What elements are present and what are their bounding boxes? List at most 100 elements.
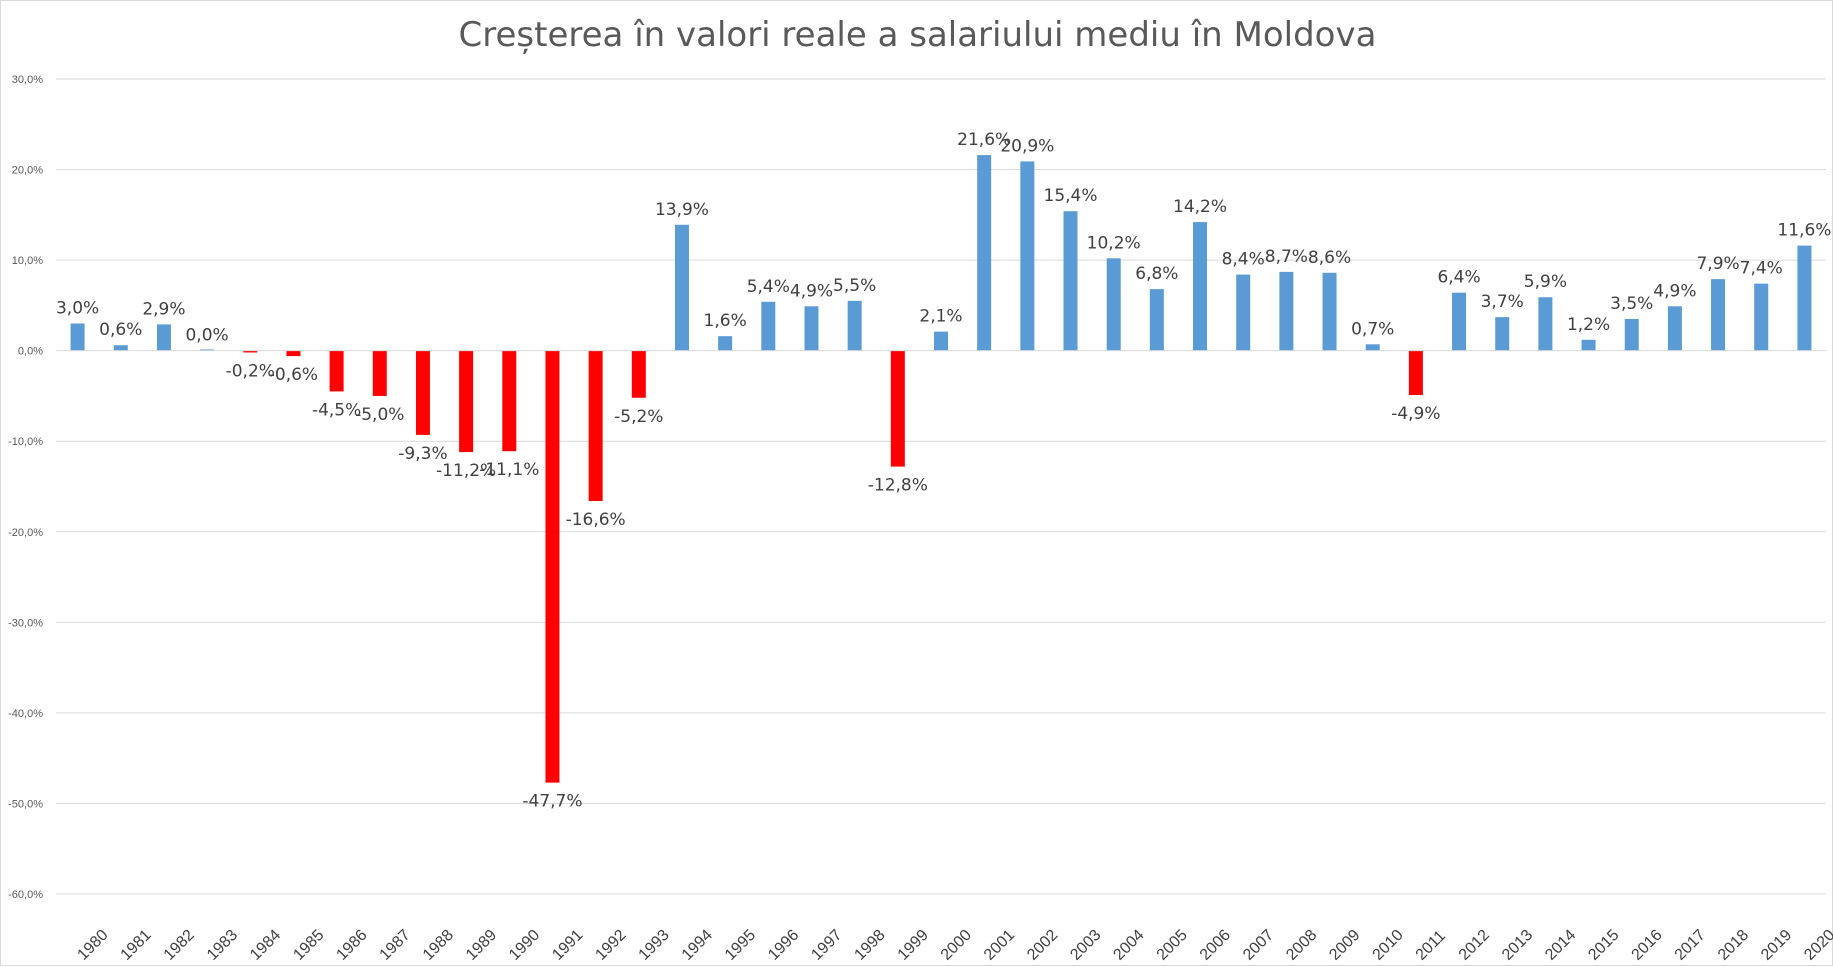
y-tick-label: 0,0% (18, 346, 43, 358)
x-tick-label: 1998 (851, 927, 888, 964)
data-label: -16,6% (566, 510, 626, 530)
bar (1322, 272, 1337, 351)
x-tick-label: 1997 (808, 927, 845, 964)
x-tick-label: 1993 (636, 927, 673, 964)
x-tick-label: 2008 (1283, 927, 1320, 964)
bar (1711, 279, 1726, 351)
bar (200, 349, 215, 351)
data-label: 3,5% (1610, 294, 1653, 314)
y-tick-label: 30,0% (12, 74, 43, 86)
gridlines (56, 78, 1826, 895)
data-label: -0,2% (226, 361, 275, 381)
data-label: 11,6% (1777, 221, 1831, 241)
x-tick-label: 2009 (1326, 927, 1363, 964)
x-tick-label: 2014 (1542, 927, 1579, 964)
bar (1106, 258, 1121, 351)
x-tick-label: 2015 (1585, 927, 1622, 964)
bar (1797, 245, 1812, 351)
x-tick-label: 2013 (1499, 927, 1536, 964)
data-label: -4,9% (1391, 404, 1440, 424)
x-tick-label: 1994 (679, 927, 716, 964)
data-label: 4,9% (790, 281, 833, 301)
x-tick-label: 1985 (290, 927, 327, 964)
x-tick-label: 2001 (981, 927, 1018, 964)
x-tick-label: 1995 (722, 927, 759, 964)
bar (156, 324, 171, 351)
x-tick-label: 1981 (118, 927, 155, 964)
data-label: -11,2% (436, 461, 496, 481)
bars (70, 155, 1812, 783)
data-label: 20,9% (1000, 136, 1054, 156)
bar (286, 350, 301, 357)
data-label: 3,0% (56, 299, 99, 319)
x-tick-label: 1986 (333, 927, 370, 964)
data-label: 8,7% (1265, 247, 1308, 267)
y-tick-label: 20,0% (12, 165, 43, 177)
bar (1452, 292, 1467, 351)
x-tick-label: 2005 (1154, 927, 1191, 964)
bar (502, 350, 517, 452)
data-label: 5,4% (747, 277, 790, 297)
chart-title: Creșterea în valori reale a salariului m… (458, 15, 1377, 55)
data-label: 0,6% (99, 320, 142, 340)
y-tick-label: -60,0% (8, 889, 43, 901)
bar (70, 323, 85, 351)
bar (459, 350, 474, 453)
data-label: 14,2% (1173, 197, 1227, 217)
bar (113, 345, 128, 351)
bar (415, 350, 430, 435)
bar (1624, 318, 1639, 351)
bar (804, 306, 819, 351)
bar (1538, 297, 1553, 351)
data-label: 21,6% (957, 130, 1011, 150)
bar (847, 300, 862, 351)
data-label: 3,7% (1481, 292, 1524, 312)
data-label: 1,2% (1567, 315, 1610, 335)
x-tick-label: 2004 (1110, 927, 1147, 964)
data-label: 5,5% (833, 276, 876, 296)
data-labels: 3,0%0,6%2,9%0,0% -0,2%-0,6% -4,5%-5,0% -9,3… (56, 130, 1831, 812)
data-label: -11,1% (479, 460, 539, 480)
data-label: -12,8% (868, 476, 928, 496)
data-label: 0,0% (185, 326, 228, 346)
data-label: -5,0% (355, 405, 404, 425)
bar (1149, 289, 1164, 351)
y-tick-label: -30,0% (8, 617, 43, 629)
bar (1279, 271, 1294, 351)
x-tick-label: 2020 (1801, 927, 1833, 964)
x-tick-label: 1982 (161, 927, 198, 964)
x-tick-label: 1999 (895, 927, 932, 964)
x-tick-label: 1988 (420, 927, 457, 964)
x-tick-label: 2016 (1629, 927, 1666, 964)
data-label: -0,6% (269, 365, 318, 385)
bar (1365, 344, 1380, 351)
data-label: 2,1% (919, 307, 962, 327)
data-label: -9,3% (398, 444, 447, 464)
bar (761, 301, 776, 351)
data-label: 8,6% (1308, 248, 1351, 268)
bar (545, 350, 560, 783)
bar (718, 336, 733, 351)
bar (1581, 339, 1596, 351)
y-tick-label: -20,0% (8, 527, 43, 539)
bar (890, 350, 905, 467)
x-tick-label: 2018 (1715, 927, 1752, 964)
bar (977, 155, 992, 351)
x-tick-label: 1989 (463, 927, 500, 964)
y-tick-label: -50,0% (8, 798, 43, 810)
x-tick-label: 2012 (1456, 927, 1493, 964)
bar (588, 350, 603, 501)
data-label: 10,2% (1087, 233, 1141, 253)
x-tick-label: 1996 (765, 927, 802, 964)
x-tick-label: 1984 (247, 927, 284, 964)
x-tick-label: 2003 (1067, 927, 1104, 964)
bar (1408, 350, 1423, 396)
y-tick-label: -40,0% (8, 708, 43, 720)
y-tick-label: 10,0% (12, 255, 43, 267)
bar (1754, 283, 1769, 351)
data-label: -4,5% (312, 400, 361, 420)
data-label: 7,9% (1696, 254, 1739, 274)
x-tick-label: 2007 (1240, 927, 1277, 964)
x-tick-label: 2011 (1413, 927, 1449, 963)
data-label: 7,4% (1740, 259, 1783, 279)
